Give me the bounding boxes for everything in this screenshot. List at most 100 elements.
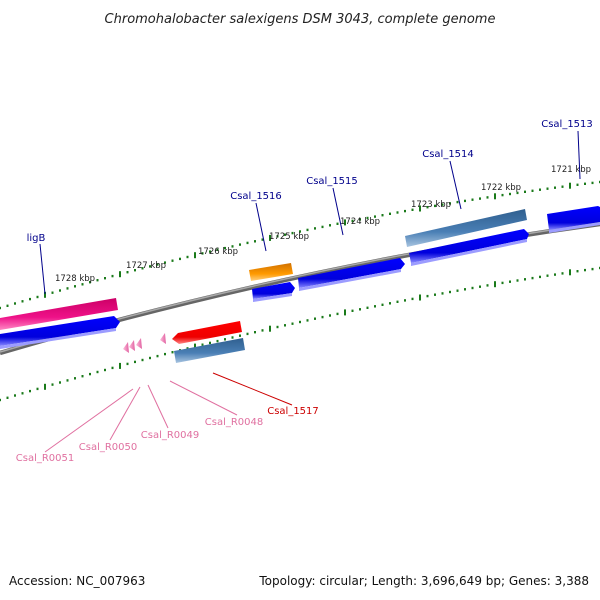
tick-top-minor-18 xyxy=(134,269,136,272)
tick-bottom-minor-53 xyxy=(396,300,399,303)
tick-bottom-minor-22 xyxy=(164,352,166,356)
tick-top-minor-39 xyxy=(291,231,294,235)
tick-bottom-major-66 xyxy=(494,281,496,288)
rna-csal-r0050[interactable] xyxy=(129,340,135,351)
tick-bottom-minor-45 xyxy=(336,312,339,316)
gene-ligb[interactable] xyxy=(0,298,118,330)
tick-bottom-minor-70 xyxy=(524,278,526,281)
tick-bottom-minor-60 xyxy=(449,290,451,294)
gene-csal-1516-lower[interactable] xyxy=(252,282,295,302)
tick-bottom-minor-55 xyxy=(411,297,414,301)
kbp-label-1725: 1725 kbp xyxy=(269,232,309,242)
tick-bottom-minor-49 xyxy=(366,306,369,309)
tick-top-minor-28 xyxy=(209,250,211,253)
tick-top-major-56 xyxy=(419,205,421,212)
tick-top-minor-41 xyxy=(306,228,309,232)
tick-bottom-minor-62 xyxy=(464,288,466,291)
rna-csal-r0051[interactable] xyxy=(123,342,129,353)
tick-top-minor-42 xyxy=(314,227,316,230)
tick-bottom-minor-23 xyxy=(171,351,174,354)
label-csal-1513: Csal_1513 xyxy=(541,119,593,130)
tick-bottom-minor-73 xyxy=(546,274,549,277)
tick-bottom-major-36 xyxy=(269,325,271,332)
gene-csal-1513[interactable] xyxy=(547,206,600,233)
tick-top-major-6 xyxy=(44,291,46,298)
tick-top-minor-34 xyxy=(254,240,256,243)
tick-bottom-minor-11 xyxy=(81,375,84,378)
tick-top-major-66 xyxy=(494,193,496,200)
tick-top-minor-21 xyxy=(156,263,159,266)
tick-bottom-minor-69 xyxy=(516,279,519,282)
label-csal-1514: Csal_1514 xyxy=(422,149,474,160)
tick-top-minor-31 xyxy=(231,245,234,248)
tick-top-minor-8 xyxy=(59,289,61,292)
tick-bottom-minor-20 xyxy=(149,356,151,360)
gene-csal-1517[interactable] xyxy=(172,321,242,344)
tick-bottom-minor-59 xyxy=(441,292,444,295)
tick-top-minor-35 xyxy=(261,238,264,241)
tick-bottom-minor-39 xyxy=(291,322,294,325)
tick-bottom-minor-9 xyxy=(66,379,69,382)
tick-top-minor-10 xyxy=(74,285,76,288)
tick-top-minor-38 xyxy=(284,233,286,236)
tick-bottom-minor-79 xyxy=(591,267,594,271)
tick-bottom-minor-47 xyxy=(351,309,354,312)
tick-bottom-minor-14 xyxy=(104,368,106,372)
kbp-label-1723: 1723 kbp xyxy=(411,200,451,210)
tick-bottom-minor-78 xyxy=(584,268,586,272)
tick-top-minor-71 xyxy=(531,189,534,192)
tick-top-minor-15 xyxy=(111,274,114,278)
tick-bottom-minor-1 xyxy=(6,396,9,399)
tick-top-minor-40 xyxy=(299,230,301,233)
gene-ligb-lower[interactable] xyxy=(0,316,120,349)
tick-top-minor-0 xyxy=(0,306,1,310)
leader-csal-r0051 xyxy=(44,388,134,453)
tick-top-minor-52 xyxy=(389,212,391,215)
tick-bottom-minor-42 xyxy=(314,317,316,320)
tick-top-minor-64 xyxy=(479,197,481,200)
leader-csal-1516 xyxy=(255,202,267,252)
tick-bottom-minor-27 xyxy=(201,343,204,346)
tick-top-minor-78 xyxy=(584,182,586,185)
kbp-label-1728: 1728 kbp xyxy=(55,274,95,284)
tick-top-minor-69 xyxy=(516,191,519,195)
tick-bottom-minor-33 xyxy=(246,332,249,336)
gene-csal-1517-lower[interactable] xyxy=(174,338,245,363)
topology-text: Topology: circular; Length: 3,696,649 bp… xyxy=(259,574,589,588)
tick-top-major-36 xyxy=(269,234,271,241)
scale-ticks-bottom xyxy=(0,266,600,402)
tick-top-minor-55 xyxy=(411,208,414,211)
gene-csal-1515[interactable] xyxy=(298,258,405,291)
tick-top-minor-2 xyxy=(14,302,16,305)
tick-top-minor-4 xyxy=(29,297,31,301)
tick-top-minor-70 xyxy=(524,190,526,193)
tick-top-minor-47 xyxy=(351,219,354,223)
gene-csal-1516[interactable] xyxy=(249,263,293,281)
tick-bottom-minor-30 xyxy=(224,338,226,341)
gene-csal-1514-upper[interactable] xyxy=(405,209,527,247)
leader-csal-r0050 xyxy=(109,386,141,441)
rna-csal-r0048[interactable] xyxy=(160,333,166,344)
tick-top-minor-62 xyxy=(464,199,466,203)
tick-bottom-minor-63 xyxy=(471,286,474,290)
tick-bottom-minor-29 xyxy=(216,339,219,343)
tick-bottom-major-56 xyxy=(419,294,421,301)
tick-bottom-major-26 xyxy=(194,343,196,350)
tick-top-minor-3 xyxy=(21,300,24,303)
label-csal-r0050: Csal_R0050 xyxy=(79,442,138,453)
tick-top-minor-24 xyxy=(179,257,181,261)
tick-top-minor-54 xyxy=(404,209,406,213)
tick-bottom-minor-52 xyxy=(389,302,391,305)
rna-csal-r0049[interactable] xyxy=(136,338,142,349)
tick-bottom-minor-64 xyxy=(479,285,481,288)
tick-bottom-minor-50 xyxy=(374,305,376,308)
tick-top-minor-63 xyxy=(471,198,474,201)
tick-top-minor-19 xyxy=(141,267,144,270)
leader-csal-1517 xyxy=(212,372,293,406)
tick-bottom-minor-51 xyxy=(381,303,384,306)
map-title: Chromohalobacter salexigens DSM 3043, co… xyxy=(105,12,496,27)
gene-csal-1514[interactable] xyxy=(409,229,529,266)
tick-bottom-minor-7 xyxy=(51,383,54,386)
tick-top-minor-33 xyxy=(246,241,249,245)
